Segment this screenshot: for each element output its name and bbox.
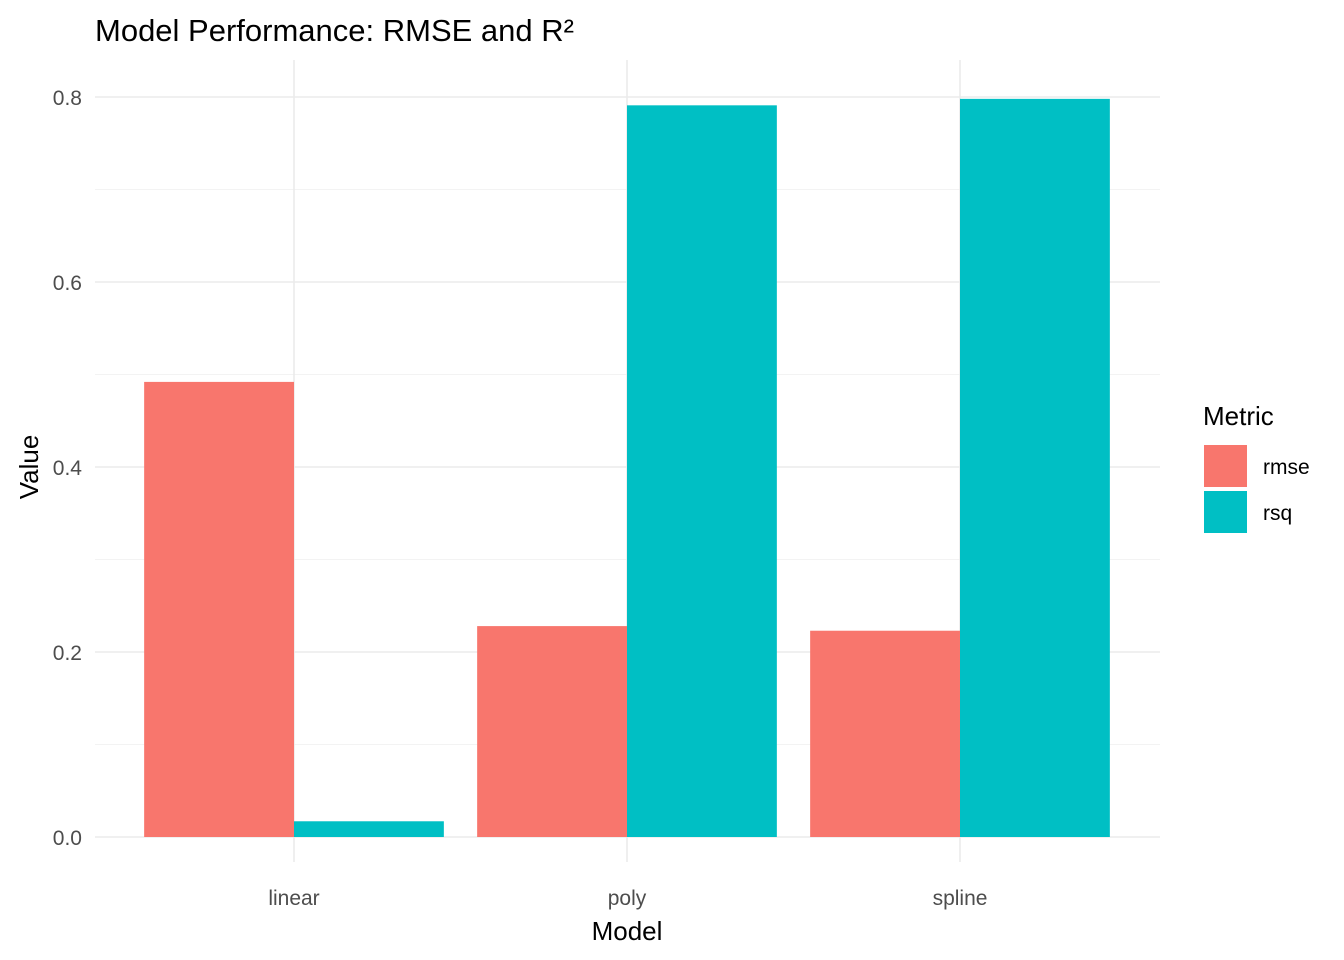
y-axis-ticks: 0.0 0.2 0.4 0.6 0.8 — [53, 87, 83, 850]
legend-label-rmse: rmse — [1263, 456, 1310, 479]
bar-rmse-spline — [810, 630, 960, 837]
bar-rmse-poly — [477, 626, 627, 837]
legend-title: Metric — [1203, 401, 1274, 431]
bar-rsq-linear — [294, 821, 444, 837]
legend-items: rmse rsq — [1204, 445, 1310, 533]
bar-rmse-linear — [144, 381, 294, 837]
legend-swatch-rmse — [1204, 445, 1247, 487]
y-tick-label: 0.0 — [53, 827, 82, 850]
x-tick-label: poly — [608, 887, 647, 910]
y-tick-label: 0.2 — [53, 642, 82, 665]
chart-title: Model Performance: RMSE and R² — [95, 13, 574, 48]
y-axis-title: Value — [14, 435, 44, 500]
y-tick-label: 0.4 — [53, 457, 83, 480]
legend: Metric rmse rsq — [1203, 401, 1310, 533]
legend-label-rsq: rsq — [1263, 502, 1292, 525]
y-tick-label: 0.8 — [53, 87, 82, 110]
bar-rsq-poly — [627, 105, 777, 837]
y-tick-label: 0.6 — [53, 272, 82, 295]
x-axis-ticks: linear poly spline — [268, 887, 987, 910]
x-tick-label: spline — [933, 887, 988, 910]
bar-rsq-spline — [960, 98, 1110, 838]
x-axis-title: Model — [592, 916, 663, 946]
legend-swatch-rsq — [1204, 491, 1247, 533]
bars — [144, 98, 1110, 838]
x-tick-label: linear — [268, 887, 319, 910]
